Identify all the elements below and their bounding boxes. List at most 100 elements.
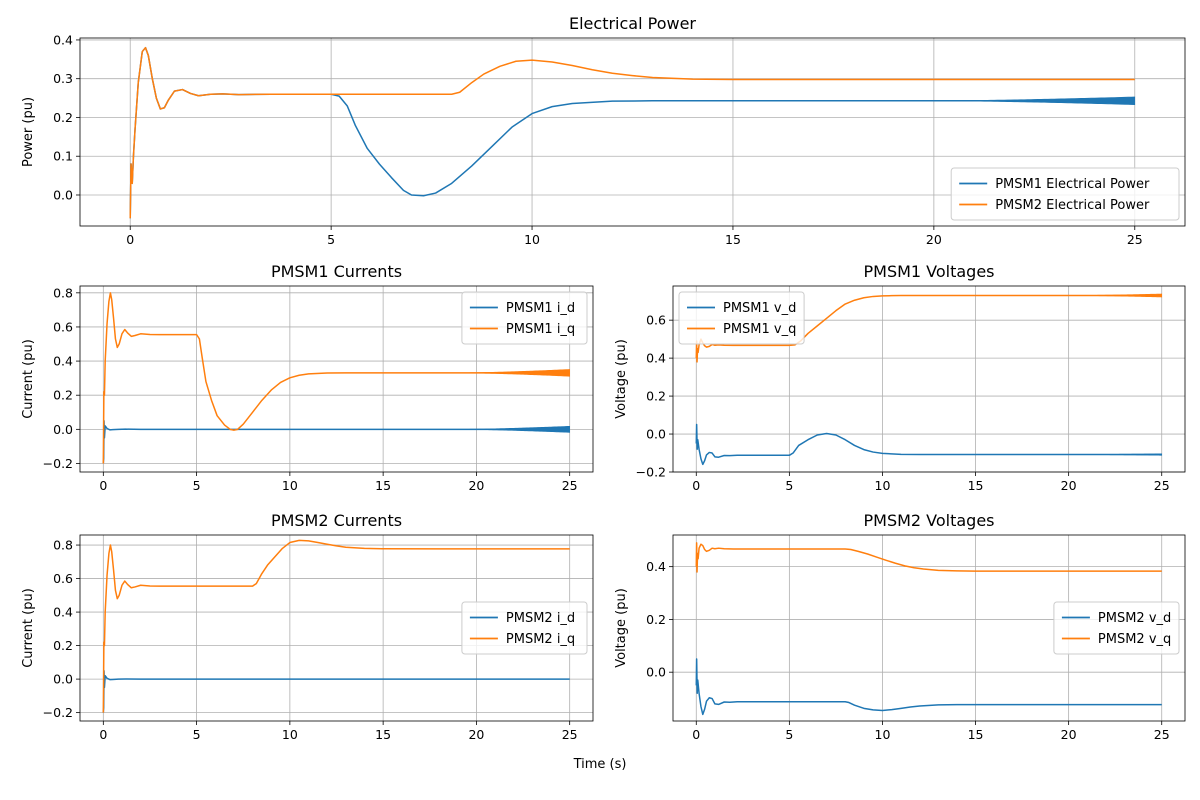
y-tick-label: 0.4 (53, 32, 73, 47)
x-tick-label: 25 (1127, 232, 1143, 247)
legend-label: PMSM1 v_d (723, 301, 796, 316)
legend-label: PMSM2 Electrical Power (995, 198, 1150, 213)
subplot-p4: 0 5 10 15 20 25 −0.2 0.0 0.2 0.4 0.6 0.8 PMSM2 Curre… (21, 511, 594, 742)
axes-frame (79, 37, 1186, 227)
y-axis-label: Voltage (pu) (614, 339, 629, 419)
x-tick-label: 10 (875, 478, 891, 493)
legend-label: PMSM2 v_d (1098, 611, 1171, 626)
series-line-1 (695, 423, 1162, 466)
x-tick-label: 5 (193, 478, 201, 493)
chart-title: PMSM1 Currents (271, 262, 402, 281)
legend: PMSM1 i_d PMSM1 i_q (461, 291, 588, 345)
y-tick-label: 0.0 (53, 672, 73, 687)
y-tick-label: −0.2 (636, 465, 666, 480)
subplot-p5: 0 5 10 15 20 25 0.0 0.2 0.4 PMSM2 Voltages Voltage… (614, 511, 1186, 742)
x-tick-label: 15 (968, 727, 984, 742)
y-axis-label: Current (pu) (21, 588, 36, 668)
axes-frame (672, 534, 1186, 722)
x-tick-label: 15 (375, 727, 391, 742)
axes-frame (79, 534, 594, 722)
legend-label: PMSM1 Electrical Power (995, 177, 1150, 192)
y-tick-label: −0.2 (43, 705, 73, 720)
legend-label: PMSM1 v_q (723, 322, 796, 337)
x-tick-label: 0 (126, 232, 134, 247)
axes-frame (672, 285, 1186, 473)
legend-label: PMSM2 i_q (506, 632, 575, 647)
y-tick-label: 0.4 (646, 559, 666, 574)
y-tick-label: 0.2 (53, 638, 73, 653)
series-line-2 (129, 46, 1135, 219)
axes-frame (79, 285, 594, 473)
y-tick-label: 0.3 (53, 71, 73, 86)
y-tick-label: 0.4 (53, 354, 73, 369)
x-tick-label: 20 (468, 727, 484, 742)
x-tick-label: 10 (282, 478, 298, 493)
y-tick-label: 0.0 (646, 665, 666, 680)
x-tick-label: 20 (1061, 478, 1077, 493)
legend-box (678, 291, 805, 345)
plots-container: 0 5 10 15 20 25 0.0 0.1 0.2 0.3 0.4 Electrical Powe… (21, 14, 1186, 742)
legend: PMSM2 i_d PMSM2 i_q (461, 601, 588, 655)
y-tick-label: 0.2 (53, 388, 73, 403)
y-tick-label: 0.6 (646, 313, 666, 328)
x-tick-label: 20 (468, 478, 484, 493)
series-line-2 (695, 542, 1162, 573)
x-tick-label: 0 (99, 727, 107, 742)
legend-box (461, 291, 588, 345)
x-tick-label: 15 (375, 478, 391, 493)
legend-label: PMSM1 i_d (506, 301, 575, 316)
chart-title: Electrical Power (569, 14, 696, 33)
x-tick-label: 0 (99, 478, 107, 493)
series-group (695, 542, 1162, 716)
y-axis-label: Power (pu) (21, 97, 36, 167)
legend-box (1053, 601, 1180, 655)
x-tick-label: 5 (327, 232, 335, 247)
x-tick-label: 0 (692, 478, 700, 493)
series-group (129, 46, 1136, 219)
y-tick-label: 0.6 (53, 571, 73, 586)
series-oscillation-band-1 (1068, 453, 1163, 456)
legend-box (461, 601, 588, 655)
y-tick-label: 0.2 (646, 612, 666, 627)
legend: PMSM2 v_d PMSM2 v_q (1053, 601, 1180, 655)
x-tick-label: 25 (562, 478, 578, 493)
subplot-p1: 0 5 10 15 20 25 0.0 0.1 0.2 0.3 0.4 Electrical Powe… (21, 14, 1186, 247)
y-tick-label: 0.6 (53, 319, 73, 334)
y-tick-label: 0.1 (53, 149, 73, 164)
x-tick-label: 0 (692, 727, 700, 742)
series-group (102, 292, 570, 464)
chart-title: PMSM1 Voltages (863, 262, 994, 281)
x-tick-label: 5 (785, 727, 793, 742)
legend-box (950, 167, 1180, 221)
shared-x-axis-label: Time (s) (573, 757, 627, 772)
y-tick-label: 0.4 (646, 351, 666, 366)
x-tick-label: 25 (1154, 478, 1170, 493)
series-oscillation-band-2 (1068, 293, 1163, 298)
series-oscillation-band-2 (457, 369, 570, 377)
y-tick-label: 0.0 (53, 187, 73, 202)
series-group (102, 539, 570, 713)
y-tick-label: 0.2 (646, 389, 666, 404)
x-tick-label: 10 (524, 232, 540, 247)
series-line-2 (102, 539, 570, 713)
y-tick-label: 0.0 (646, 427, 666, 442)
series-line-1 (695, 658, 1162, 716)
series-oscillation-band-1 (933, 96, 1136, 105)
x-tick-label: 5 (193, 727, 201, 742)
y-tick-label: 0.8 (53, 538, 73, 553)
x-tick-label: 25 (1154, 727, 1170, 742)
subplot-p2: 0 5 10 15 20 25 −0.2 0.0 0.2 0.4 0.6 0.8 PMSM1 Curre… (21, 262, 594, 493)
x-tick-label: 25 (562, 727, 578, 742)
series-line-2 (102, 292, 570, 464)
y-tick-label: 0.4 (53, 605, 73, 620)
chart-title: PMSM2 Currents (271, 511, 402, 530)
legend: PMSM1 Electrical Power PMSM2 Electrical P… (950, 167, 1180, 221)
legend-label: PMSM2 i_d (506, 611, 575, 626)
y-tick-label: 0.0 (53, 422, 73, 437)
x-tick-label: 15 (968, 478, 984, 493)
x-tick-label: 15 (725, 232, 741, 247)
series-oscillation-band-1 (457, 425, 570, 433)
y-tick-label: 0.2 (53, 110, 73, 125)
